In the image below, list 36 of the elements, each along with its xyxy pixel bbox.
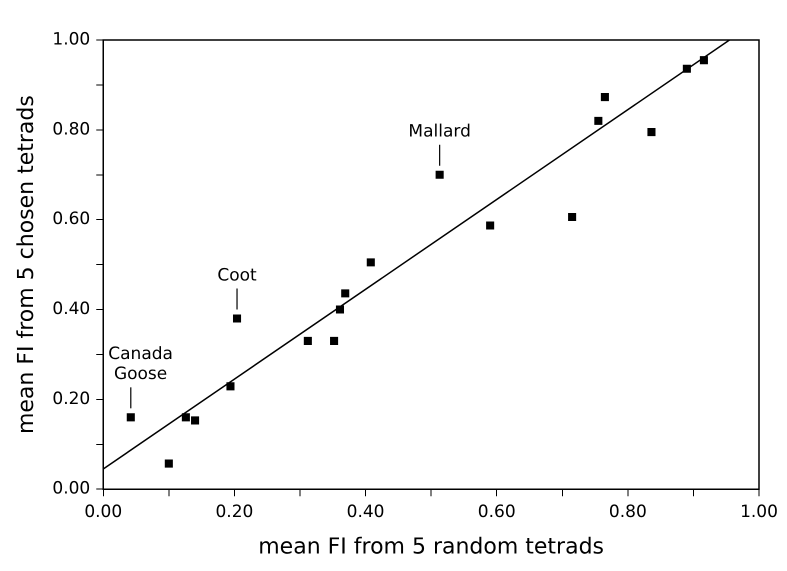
y-tick-label: 0.60: [52, 209, 90, 230]
point: [164, 460, 173, 468]
x-tick-label: 0.80: [608, 502, 647, 522]
point: [594, 116, 602, 125]
point: [232, 314, 242, 323]
annotation: Mallard: [408, 122, 471, 142]
point: [191, 416, 200, 425]
point: [182, 413, 190, 422]
point: [366, 258, 375, 266]
y-tick-label: 0.20: [52, 388, 90, 409]
x-tick-label: 1.00: [740, 502, 778, 522]
y-tick-label: 0.40: [52, 298, 90, 319]
x-tick-label: 0.00: [84, 502, 122, 522]
point: [341, 289, 350, 298]
point: [336, 305, 344, 314]
y-axis-title: mean FI from 5 chosen tetrads: [14, 95, 39, 434]
x-tick-label: 0.20: [215, 502, 254, 522]
x-tick-label: 0.40: [346, 502, 384, 522]
point: [226, 382, 235, 390]
y-tick-label: 1.00: [52, 29, 90, 50]
y-tick-label: 0.00: [52, 478, 90, 499]
point: [568, 212, 576, 222]
point: [330, 336, 338, 345]
point: [436, 170, 444, 179]
annotation: Coot: [217, 265, 258, 286]
point: [600, 93, 609, 102]
y-tick-label: 0.80: [52, 119, 90, 140]
point: [126, 413, 135, 422]
x-tick-label: 0.60: [478, 502, 516, 522]
point: [700, 56, 708, 64]
point: [486, 221, 494, 230]
point: [682, 64, 691, 73]
point: [304, 336, 312, 345]
point: [647, 128, 656, 136]
x-axis-title: mean FI from 5 random tetrads: [258, 534, 604, 560]
annotation: Canada Goose: [108, 344, 173, 384]
